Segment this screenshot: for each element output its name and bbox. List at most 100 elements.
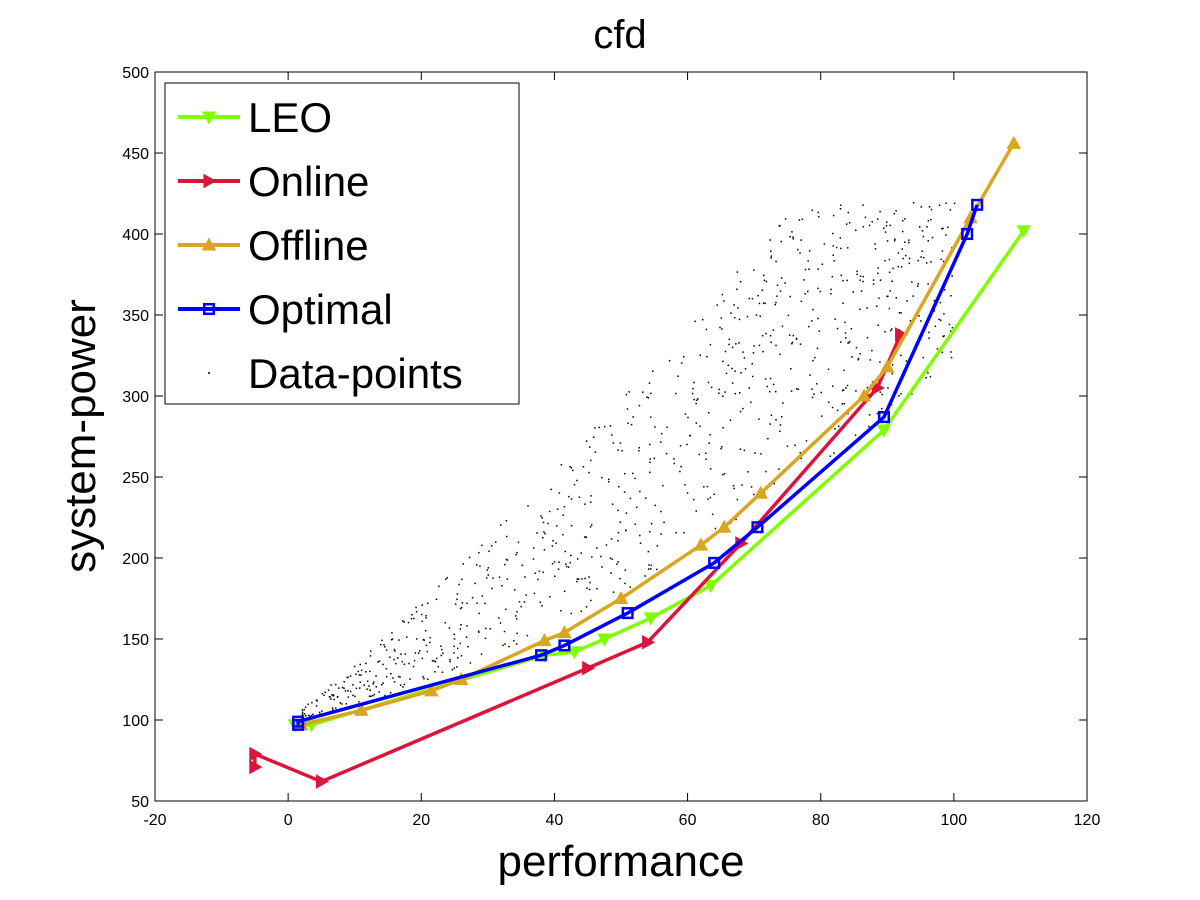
data-point (588, 576, 590, 578)
data-point (590, 459, 592, 462)
data-point (487, 574, 490, 576)
data-point (811, 396, 814, 399)
data-point (651, 370, 654, 372)
data-point (897, 265, 900, 268)
data-point (859, 279, 861, 281)
data-point (941, 250, 944, 252)
data-point (378, 691, 380, 693)
data-point (769, 239, 771, 241)
data-point (598, 426, 600, 429)
data-point (382, 663, 384, 666)
data-point (938, 318, 940, 321)
data-point (517, 541, 520, 544)
data-point (570, 466, 573, 469)
data-point (790, 367, 792, 370)
data-point (833, 260, 835, 262)
data-point (722, 473, 724, 476)
data-point (393, 681, 396, 683)
data-point (711, 513, 714, 516)
data-point (347, 676, 349, 679)
data-point (888, 271, 891, 274)
data-point (707, 498, 709, 500)
data-point (928, 331, 930, 334)
data-point (893, 239, 896, 242)
data-point (878, 297, 880, 300)
data-point (693, 381, 695, 384)
data-point (839, 207, 842, 210)
data-point (942, 227, 944, 230)
data-point (355, 673, 357, 676)
y-tick-label: 50 (131, 794, 149, 811)
data-point (682, 356, 685, 358)
data-point (844, 321, 846, 324)
data-point (710, 386, 713, 389)
data-point (505, 558, 508, 561)
data-point (423, 677, 425, 680)
data-point (733, 316, 736, 319)
data-point-marker (557, 624, 572, 639)
data-point (754, 452, 756, 454)
data-point (663, 521, 665, 524)
data-point (788, 334, 791, 336)
data-point (856, 270, 858, 273)
data-point (556, 525, 558, 527)
data-point (565, 565, 568, 568)
data-point (889, 329, 892, 332)
data-point (769, 423, 771, 425)
data-point (662, 484, 664, 487)
data-point (461, 578, 463, 581)
data-point (860, 290, 863, 292)
data-point (425, 614, 427, 617)
data-point (656, 568, 658, 571)
data-point (918, 226, 921, 228)
data-point (927, 283, 929, 285)
data-point (698, 453, 701, 456)
data-point (848, 340, 851, 343)
data-point (920, 320, 922, 322)
data-point (753, 269, 755, 271)
data-point (665, 452, 668, 455)
data-point (494, 541, 497, 543)
data-point (722, 426, 724, 429)
ticks-layer: -20 0 20 40 60 80 100 120 50 100 150 200 250 300 350 40… (122, 65, 1100, 829)
data-point (871, 220, 873, 223)
data-point (619, 577, 621, 580)
data-point (775, 301, 777, 304)
data-point (369, 655, 372, 657)
data-point (901, 220, 904, 222)
data-point (484, 637, 487, 640)
data-point (480, 653, 483, 655)
data-point (848, 222, 851, 224)
data-point (908, 257, 911, 260)
data-point (434, 670, 436, 673)
data-point (780, 240, 783, 243)
data-point (901, 248, 904, 250)
data-point (429, 636, 432, 639)
data-point (589, 526, 592, 528)
series-line (253, 333, 903, 784)
data-point (369, 689, 371, 692)
x-tick-label: 80 (812, 812, 830, 829)
data-point (729, 419, 732, 421)
data-point (832, 214, 835, 217)
data-point (617, 449, 619, 451)
y-tick-label: 150 (122, 632, 149, 649)
data-point (867, 394, 869, 396)
data-point (900, 266, 903, 268)
data-point (377, 661, 379, 663)
data-point (316, 700, 318, 702)
data-point (343, 687, 345, 689)
data-point-marker (558, 639, 571, 652)
data-point (515, 643, 518, 645)
data-point (733, 304, 735, 306)
y-tick-label: 100 (122, 713, 149, 730)
data-point (366, 680, 369, 683)
data-point (841, 403, 844, 405)
data-point (940, 258, 942, 261)
data-point (751, 363, 753, 365)
data-point (839, 204, 842, 207)
data-point (811, 209, 813, 212)
data-point (703, 486, 705, 488)
data-point (645, 497, 647, 499)
data-point (894, 238, 896, 240)
